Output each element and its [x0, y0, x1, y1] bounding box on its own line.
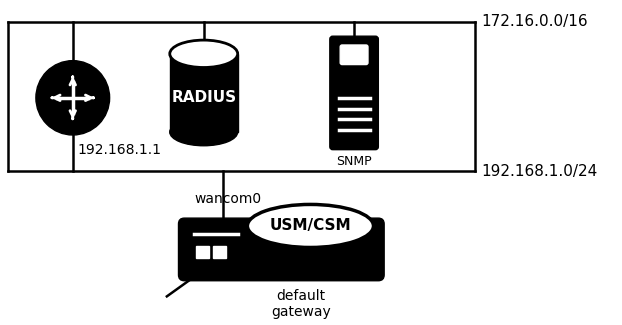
Bar [196, 245, 208, 258]
Text: RADIUS: RADIUS [171, 90, 236, 105]
Text: default
gateway: default gateway [271, 289, 331, 319]
Text: 192.168.1.0/24: 192.168.1.0/24 [481, 164, 597, 179]
Text: USM/CSM: USM/CSM [269, 218, 351, 233]
Bar [170, 54, 238, 132]
Circle shape [36, 61, 109, 135]
Ellipse shape [170, 40, 238, 68]
FancyBboxPatch shape [330, 36, 378, 150]
Ellipse shape [170, 118, 238, 146]
Text: 192.168.1.1: 192.168.1.1 [78, 143, 162, 157]
FancyBboxPatch shape [179, 218, 384, 281]
FancyBboxPatch shape [340, 45, 368, 65]
Bar [213, 245, 226, 258]
Text: wancom0: wancom0 [194, 192, 261, 206]
Text: SNMP: SNMP [337, 155, 372, 168]
Ellipse shape [248, 204, 373, 247]
Text: 172.16.0.0/16: 172.16.0.0/16 [481, 14, 588, 29]
